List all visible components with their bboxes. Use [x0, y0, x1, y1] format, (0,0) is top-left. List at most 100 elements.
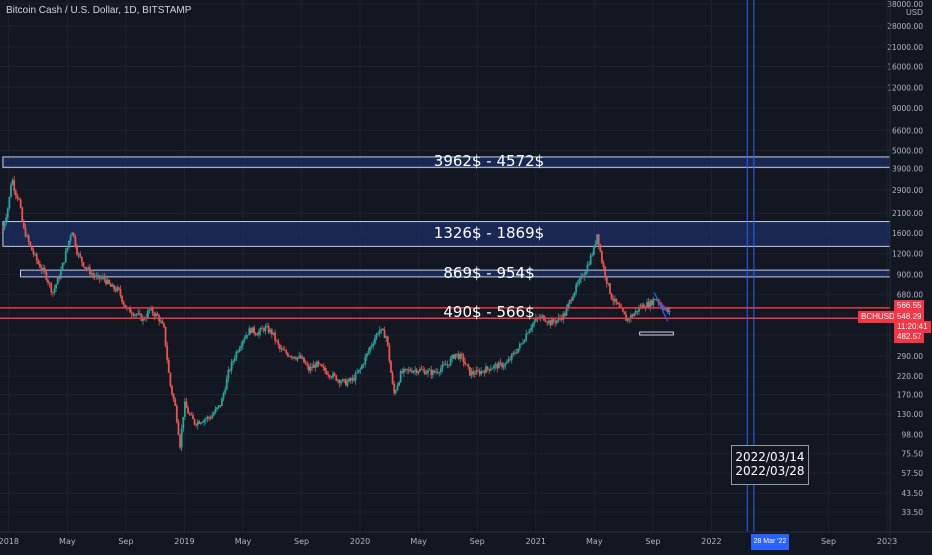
candle-body — [90, 273, 93, 275]
candle-body — [398, 382, 400, 386]
candle-body — [634, 310, 637, 314]
candle-body — [430, 369, 433, 376]
candle-body — [79, 253, 82, 257]
candle-body — [367, 351, 370, 354]
candle-body — [230, 361, 233, 371]
candle-body — [146, 310, 149, 318]
zone-label: 1326$ - 1869$ — [433, 223, 545, 242]
candle-body — [567, 303, 570, 309]
candle-body — [459, 354, 462, 359]
candle-body — [42, 268, 45, 271]
candle-body — [404, 368, 407, 370]
candle-body — [322, 366, 325, 368]
date-range-box[interactable]: 2022/03/14 2022/03/28 — [731, 445, 809, 485]
candle-body — [233, 358, 236, 361]
candle-body — [16, 195, 19, 199]
candle-body — [580, 275, 582, 279]
candle-body — [35, 254, 38, 261]
candle-body — [301, 357, 304, 359]
candle-body — [647, 302, 650, 308]
candle-body — [356, 372, 359, 374]
candle-body — [641, 304, 644, 308]
candle-body — [219, 405, 222, 407]
candle-body — [317, 361, 320, 365]
candle-body — [34, 254, 37, 255]
candle-body — [382, 328, 384, 331]
candle-body — [597, 234, 600, 245]
wedge-line — [653, 292, 669, 322]
candle-body — [514, 352, 516, 354]
candle-body — [238, 348, 241, 352]
x-tick-label: May — [410, 537, 427, 546]
candle-body — [45, 271, 48, 281]
candle-body — [51, 292, 54, 293]
candle-body — [103, 276, 106, 280]
candle-body — [287, 353, 289, 357]
candle-body — [92, 273, 94, 276]
candle-body — [319, 364, 322, 365]
candle-body — [618, 304, 621, 307]
candle-body — [477, 370, 479, 372]
x-tick-label: May — [235, 537, 252, 546]
candle-body — [438, 372, 441, 374]
candle-body — [573, 292, 576, 297]
candle-body — [153, 313, 156, 317]
y-tick-label: 2100.00 — [892, 209, 923, 218]
candle-body — [365, 353, 368, 357]
x-tick-label: Sep — [645, 537, 660, 546]
candle-body — [417, 371, 420, 374]
candle-body — [192, 414, 194, 420]
candle-body — [246, 335, 249, 336]
candle-body — [440, 368, 442, 373]
candle-body — [121, 295, 123, 302]
y-tick-label: 170.00 — [897, 391, 923, 400]
candle-body — [380, 328, 383, 331]
candle-body — [6, 208, 9, 218]
candle-body — [456, 353, 458, 355]
candle-body — [69, 235, 72, 241]
candle-body — [454, 353, 457, 359]
candle-body — [349, 378, 352, 381]
candle-body — [348, 378, 351, 382]
candle-body — [370, 345, 373, 348]
candle-body — [272, 332, 275, 335]
candle-body — [336, 379, 339, 381]
candle-body — [636, 310, 639, 312]
candle-body — [544, 320, 547, 322]
candle-body — [3, 223, 6, 229]
candle-body — [254, 333, 257, 335]
candle-body — [488, 368, 491, 371]
candle-body — [512, 352, 515, 354]
candle-body — [11, 179, 14, 185]
y-tick-label: 900.00 — [897, 270, 923, 279]
candle-body — [74, 236, 77, 247]
candle-body — [369, 347, 371, 352]
candle-body — [612, 299, 615, 302]
candle-body — [568, 299, 571, 304]
candle-body — [290, 356, 293, 358]
candle-body — [422, 369, 425, 371]
candle-body — [193, 419, 196, 425]
candle-body — [251, 327, 254, 333]
y-tick-label: 28000.00 — [887, 22, 923, 31]
candle-body — [504, 363, 507, 367]
y-tick-label: 1200.00 — [892, 250, 923, 259]
candle-body — [53, 288, 56, 293]
candle-body — [354, 373, 357, 381]
candle-body — [180, 428, 183, 448]
candle-body — [401, 371, 404, 373]
candle-body — [420, 369, 423, 370]
candle-body — [68, 240, 70, 248]
candle-body — [311, 366, 313, 368]
candle-body — [151, 308, 154, 314]
candle-body — [196, 421, 199, 426]
candle-body — [241, 340, 244, 346]
candle-body — [37, 260, 40, 264]
candle-body — [225, 378, 228, 390]
candle-body — [473, 373, 476, 375]
candle-body — [76, 246, 78, 255]
candle-body — [156, 313, 159, 316]
candle-body — [50, 283, 53, 293]
candle-body — [491, 368, 494, 369]
symbol-title: Bitcoin Cash / U.S. Dollar, 1D, BITSTAMP — [6, 5, 192, 16]
